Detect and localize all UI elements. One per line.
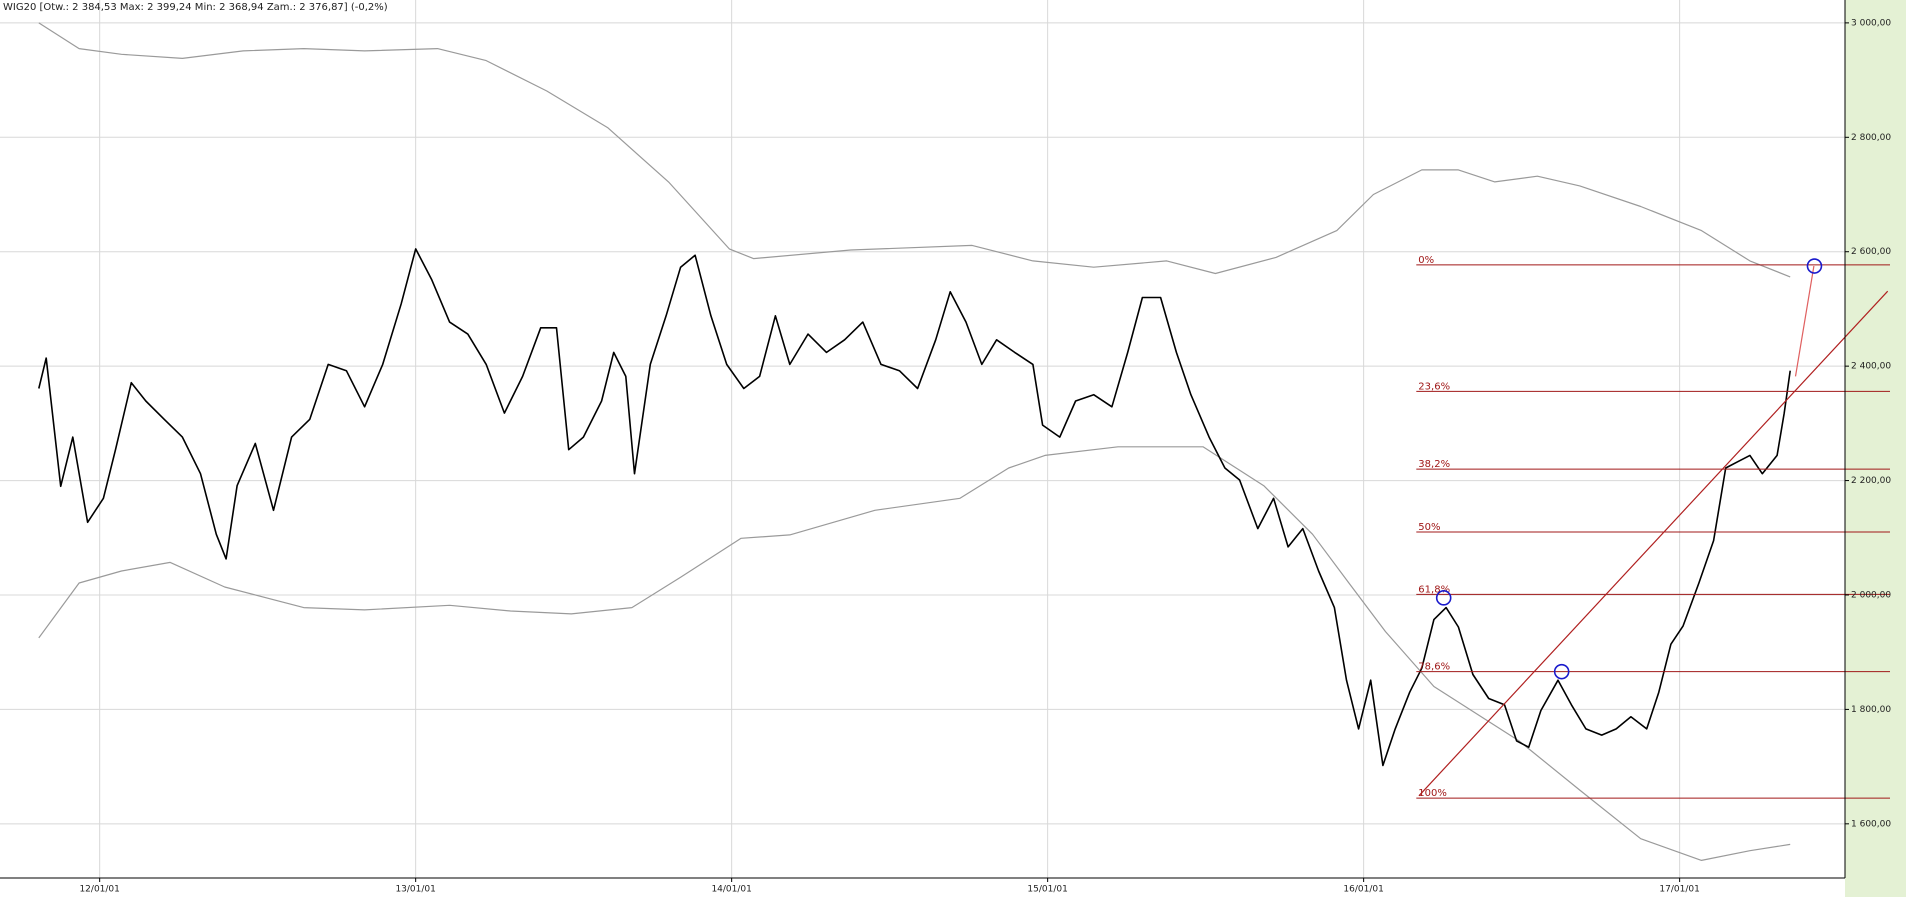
x-tick-label: 14/01/01 — [711, 885, 751, 895]
marker — [1435, 590, 1452, 606]
grid — [0, 0, 1845, 878]
y-tick-label: 1 800,00 — [1851, 705, 1891, 715]
plot-area: 0% 23,6% 38,2% 50% 61,8% 78,6% 100% — [38, 22, 1890, 862]
fib-label: 0% — [1418, 255, 1434, 266]
fib-label: 61,8% — [1418, 584, 1450, 595]
band-line — [38, 22, 1791, 278]
arrow-line — [1794, 265, 1815, 377]
x-tick-label: 17/01/01 — [1659, 885, 1699, 895]
price-line — [38, 248, 1791, 767]
fib-label: 50% — [1418, 522, 1440, 533]
fib-label: 38,2% — [1418, 459, 1450, 470]
y-tick-label: 2 600,00 — [1851, 247, 1891, 257]
marker — [1806, 258, 1823, 274]
axis-panel — [1845, 0, 1906, 897]
chart-title: WIG20 [Otw.: 2 384,53 Max: 2 399,24 Min:… — [3, 2, 388, 13]
y-tick-label: 2 400,00 — [1851, 362, 1891, 372]
x-tick-label: 16/01/01 — [1343, 885, 1383, 895]
band-line — [38, 446, 1791, 862]
x-tick-label: 13/01/01 — [395, 885, 435, 895]
fib-label: 78,6% — [1418, 662, 1450, 673]
x-tick-label: 15/01/01 — [1027, 885, 1067, 895]
y-tick-label: 2 800,00 — [1851, 133, 1891, 143]
y-tick-label: 1 600,00 — [1851, 819, 1891, 829]
marker — [1553, 663, 1570, 680]
fib-label: 23,6% — [1418, 381, 1450, 392]
y-tick-label: 3 000,00 — [1851, 18, 1891, 28]
trend-line — [1418, 290, 1889, 797]
fib-label: 100% — [1418, 788, 1447, 799]
y-tick-label: 2 000,00 — [1851, 590, 1891, 600]
y-tick-label: 2 200,00 — [1851, 476, 1891, 486]
x-tick-label: 12/01/01 — [79, 885, 119, 895]
